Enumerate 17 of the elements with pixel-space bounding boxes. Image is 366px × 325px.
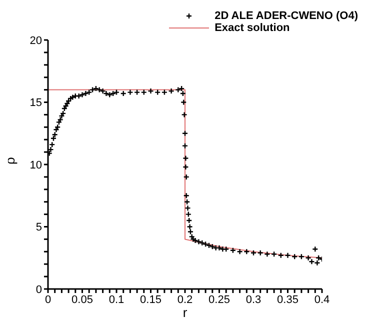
- y-tick-label: 10: [30, 159, 42, 172]
- x-tick-label: 0.05: [72, 294, 93, 306]
- y-tick-label: 5: [36, 222, 42, 234]
- x-tick-label: 0.2: [177, 294, 193, 306]
- x-tick-label: 0.25: [208, 294, 230, 306]
- x-tick-label: 0.4: [314, 294, 330, 306]
- x-axis-title: r: [182, 305, 188, 320]
- x-tick-label: 0.1: [108, 294, 124, 306]
- x-tick-label: 0.3: [246, 294, 262, 306]
- legend-label: 2D ALE ADER-CWENO (O4): [214, 10, 358, 22]
- y-tick-label: 20: [30, 34, 42, 47]
- y-tick-label: 15: [30, 97, 42, 110]
- legend-label: Exact solution: [214, 22, 290, 34]
- x-tick-label: 0.15: [140, 294, 162, 306]
- x-tick-label: 0: [44, 294, 52, 306]
- y-tick-label: 0: [36, 284, 42, 296]
- x-tick-label: 0.35: [277, 294, 298, 306]
